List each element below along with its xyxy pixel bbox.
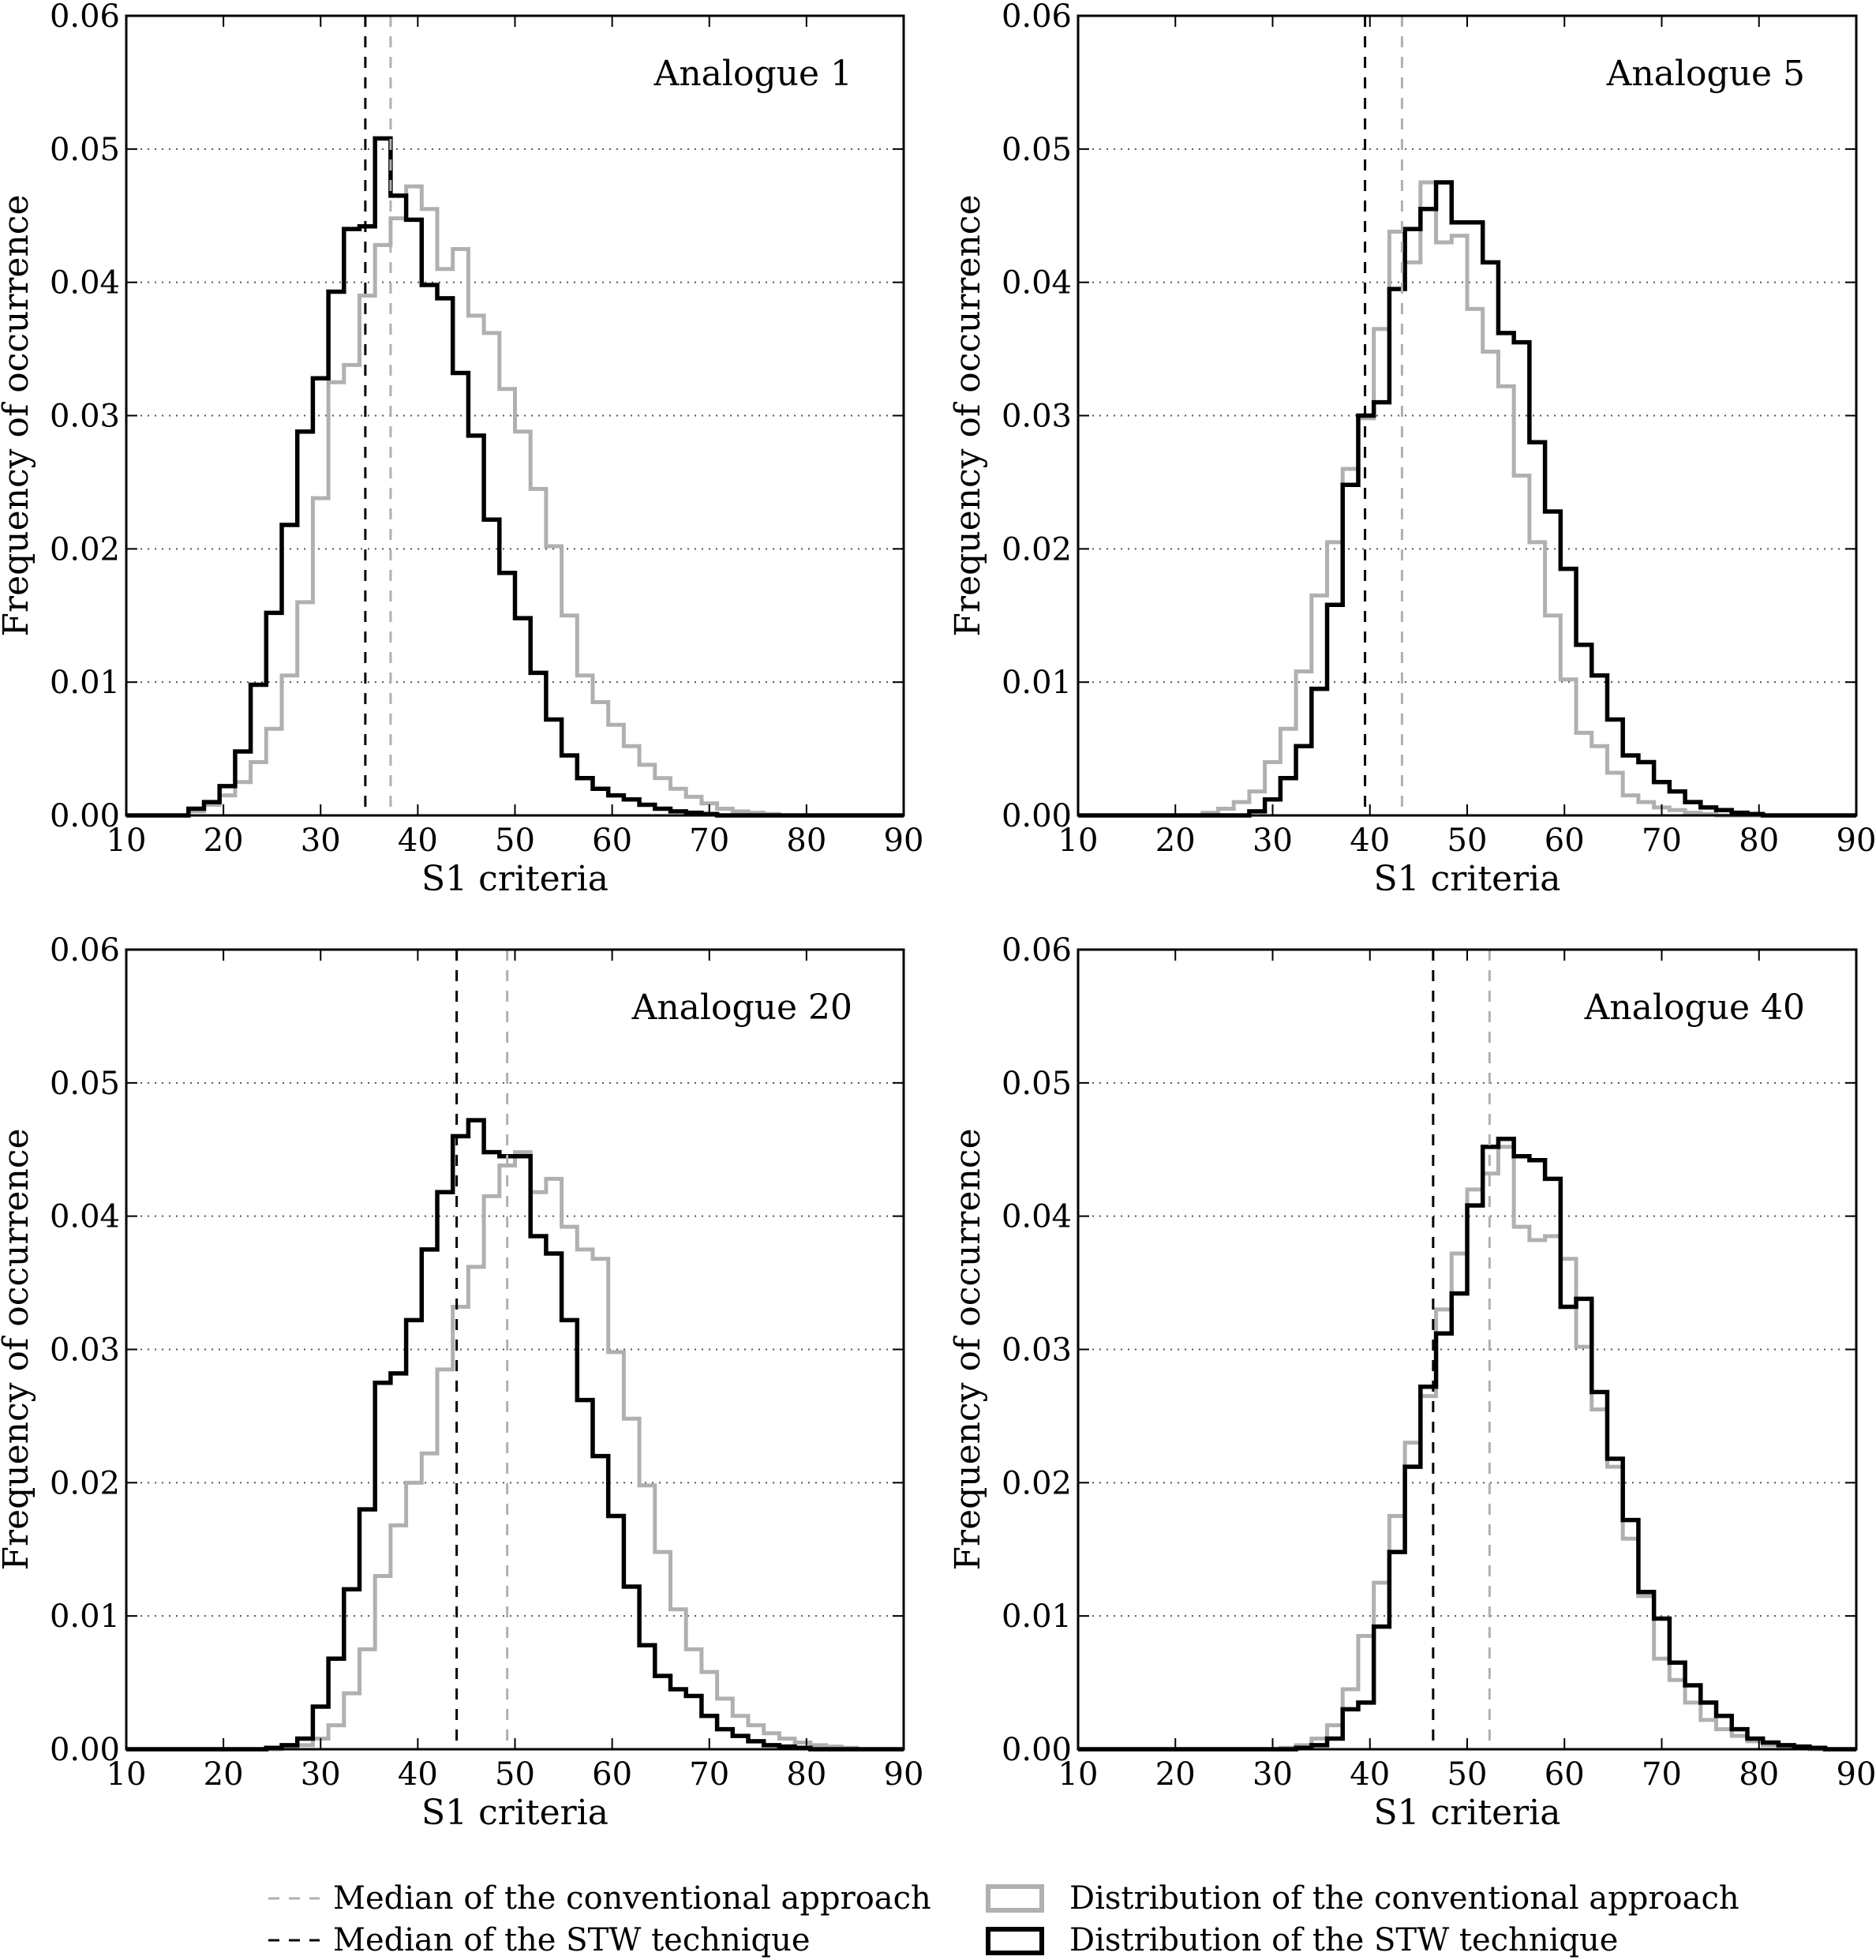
legend-label-median-stw: Median of the STW technique <box>333 1922 811 1958</box>
y-tick-label: 0.05 <box>50 1066 120 1102</box>
x-tick-label: 50 <box>495 1756 535 1793</box>
y-axis-title: Frequency of occurrence <box>0 1129 36 1571</box>
y-tick-label: 0.02 <box>50 1465 120 1501</box>
y-tick-label: 0.02 <box>1002 1465 1072 1501</box>
legend: Median of the conventional approach Medi… <box>268 1880 1739 1958</box>
x-tick-label: 90 <box>884 1756 924 1793</box>
y-tick-label: 0.04 <box>1002 265 1072 302</box>
y-axis-title: Frequency of occurrence <box>948 1129 988 1571</box>
y-tick-label: 0.00 <box>1002 1732 1072 1768</box>
y-tick-label: 0.01 <box>1002 1598 1072 1635</box>
x-tick-label: 40 <box>398 823 438 859</box>
histogram-stw <box>126 1118 904 1752</box>
legend-label-distribution-conventional: Distribution of the conventional approac… <box>1069 1880 1739 1917</box>
x-tick-label: 20 <box>204 823 244 859</box>
y-tick-label: 0.01 <box>1002 665 1072 701</box>
y-tick-label: 0.05 <box>50 132 120 168</box>
y-tick-label: 0.06 <box>1002 932 1072 969</box>
x-tick-label: 90 <box>1837 1756 1876 1793</box>
panels: 0.00 0.01 0.02 0.03 0.04 0.05 0.06 10 20 30 40 50 60… <box>0 0 1876 1833</box>
legend-label-distribution-stw: Distribution of the STW technique <box>1069 1922 1618 1958</box>
x-tick-label: 30 <box>1253 1756 1293 1793</box>
y-tick-label: 0.00 <box>50 798 120 834</box>
x-tick-label: 80 <box>1739 1756 1779 1793</box>
x-tick-label: 40 <box>1350 823 1390 859</box>
panel-title: Analogue 5 <box>1606 54 1805 94</box>
x-tick-label: 70 <box>1642 823 1682 859</box>
x-tick-label: 10 <box>1058 823 1099 859</box>
y-axis-title: Frequency of occurrence <box>948 195 988 637</box>
x-axis-title: S1 criteria <box>1374 1793 1561 1833</box>
x-tick-label: 60 <box>1545 1756 1585 1793</box>
histogram-conventional <box>1078 180 1856 818</box>
y-tick-label: 0.03 <box>50 1332 120 1369</box>
y-tick-label: 0.00 <box>50 1732 120 1768</box>
histogram-stw <box>1078 1136 1856 1752</box>
x-tick-label: 40 <box>1350 1756 1390 1793</box>
x-tick-label: 60 <box>592 1756 632 1793</box>
y-tick-label: 0.06 <box>1002 0 1072 35</box>
legend-label-median-conventional: Median of the conventional approach <box>333 1880 931 1917</box>
y-tick-label: 0.01 <box>50 665 120 701</box>
x-tick-label: 90 <box>884 823 924 859</box>
chart-panel-2: 0.00 0.01 0.02 0.03 0.04 0.05 0.06 10 20 30 40 50 60… <box>948 0 1876 899</box>
x-tick-label: 70 <box>1642 1756 1682 1793</box>
y-tick-label: 0.02 <box>50 531 120 568</box>
x-tick-label: 10 <box>107 1756 147 1793</box>
y-tick-label: 0.03 <box>1002 1332 1072 1369</box>
y-tick-label: 0.04 <box>50 1199 120 1235</box>
y-tick-label: 0.04 <box>1002 1199 1072 1235</box>
legend-swatch-distribution-conventional <box>986 1884 1044 1913</box>
y-tick-label: 0.04 <box>50 265 120 302</box>
y-axis-title: Frequency of occurrence <box>0 195 36 637</box>
x-tick-label: 10 <box>1058 1756 1099 1793</box>
x-tick-label: 50 <box>1447 823 1488 859</box>
y-tick-label: 0.06 <box>50 0 120 35</box>
chart-panel-1: 0.00 0.01 0.02 0.03 0.04 0.05 0.06 10 20 30 40 50 60… <box>0 0 923 899</box>
x-tick-label: 80 <box>786 1756 826 1793</box>
panel-title: Analogue 1 <box>653 54 852 94</box>
x-tick-label: 10 <box>107 823 147 859</box>
x-axis-title: S1 criteria <box>1374 859 1561 899</box>
x-axis-title: S1 criteria <box>421 1793 608 1833</box>
y-tick-label: 0.01 <box>50 1598 120 1635</box>
y-tick-label: 0.05 <box>1002 132 1072 168</box>
histogram-conventional <box>126 1150 904 1752</box>
panel-title: Analogue 40 <box>1584 987 1805 1028</box>
histogram-conventional <box>126 184 904 818</box>
x-tick-label: 90 <box>1837 823 1876 859</box>
x-tick-label: 20 <box>204 1756 244 1793</box>
x-tick-label: 20 <box>1155 823 1196 859</box>
x-tick-label: 60 <box>1545 823 1585 859</box>
x-tick-label: 50 <box>1447 1756 1488 1793</box>
x-tick-label: 60 <box>592 823 632 859</box>
legend-swatch-distribution-stw <box>986 1927 1044 1955</box>
x-tick-label: 70 <box>689 823 729 859</box>
chart-panel-3: 0.00 0.01 0.02 0.03 0.04 0.05 0.06 10 20 30 40 50 60… <box>0 932 923 1833</box>
y-tick-label: 0.02 <box>1002 531 1072 568</box>
y-tick-label: 0.06 <box>50 932 120 969</box>
x-tick-label: 80 <box>1739 823 1779 859</box>
x-tick-label: 20 <box>1155 1756 1196 1793</box>
x-tick-label: 40 <box>398 1756 438 1793</box>
y-tick-label: 0.00 <box>1002 798 1072 834</box>
y-tick-label: 0.03 <box>50 399 120 435</box>
histogram-stw <box>1078 180 1856 818</box>
x-tick-label: 80 <box>786 823 826 859</box>
x-axis-title: S1 criteria <box>421 859 608 899</box>
panel-title: Analogue 20 <box>631 987 852 1028</box>
x-tick-label: 30 <box>301 823 341 859</box>
x-tick-label: 50 <box>495 823 535 859</box>
y-tick-label: 0.03 <box>1002 399 1072 435</box>
chart-panel-4: 0.00 0.01 0.02 0.03 0.04 0.05 0.06 10 20 30 40 50 60… <box>948 932 1876 1833</box>
y-tick-label: 0.05 <box>1002 1066 1072 1102</box>
histogram-stw <box>126 136 904 818</box>
x-tick-label: 70 <box>689 1756 729 1793</box>
x-tick-label: 30 <box>301 1756 341 1793</box>
x-tick-label: 30 <box>1253 823 1293 859</box>
